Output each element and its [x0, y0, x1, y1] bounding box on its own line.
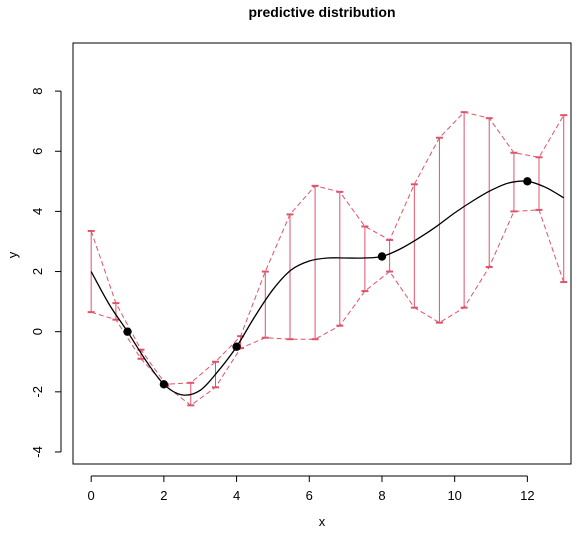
- observed-point: [377, 252, 387, 261]
- y-tick-label: 6: [30, 148, 45, 155]
- y-tick-label: 0: [30, 328, 45, 335]
- observed-point: [159, 380, 169, 389]
- x-tick-label: 2: [160, 488, 167, 503]
- prediction-intervals: [87, 111, 568, 407]
- y-tick-label: 2: [30, 268, 45, 275]
- upper-bound-line: [90, 111, 565, 385]
- x-tick-label: 12: [520, 488, 534, 503]
- x-axis-label: x: [319, 514, 326, 529]
- observed-points: [123, 177, 532, 389]
- x-tick-label: 8: [378, 488, 385, 503]
- observed-point: [123, 327, 132, 336]
- x-tick-label: 0: [88, 488, 95, 503]
- x-tick-label: 4: [233, 488, 240, 503]
- y-tick-label: 8: [30, 87, 45, 94]
- y-tick-label: -2: [30, 386, 45, 398]
- mean-curve-layer: [90, 180, 565, 396]
- mean-curve: [90, 180, 565, 396]
- lower-bound-line: [91, 209, 565, 406]
- y-axis: -4 -2 0 2 4 6 8: [30, 87, 62, 458]
- y-tick-label: 4: [30, 208, 45, 215]
- chart-title: predictive distribution: [248, 4, 395, 20]
- observed-point: [232, 342, 241, 351]
- x-axis: 0 2 4 6 8 10 12: [88, 475, 535, 503]
- y-tick-label: -4: [30, 446, 45, 458]
- y-axis-label: y: [5, 251, 20, 258]
- x-tick-label: 6: [306, 488, 313, 503]
- plot-frame: [72, 42, 572, 465]
- observed-point: [523, 177, 532, 186]
- x-tick-label: 10: [447, 488, 461, 503]
